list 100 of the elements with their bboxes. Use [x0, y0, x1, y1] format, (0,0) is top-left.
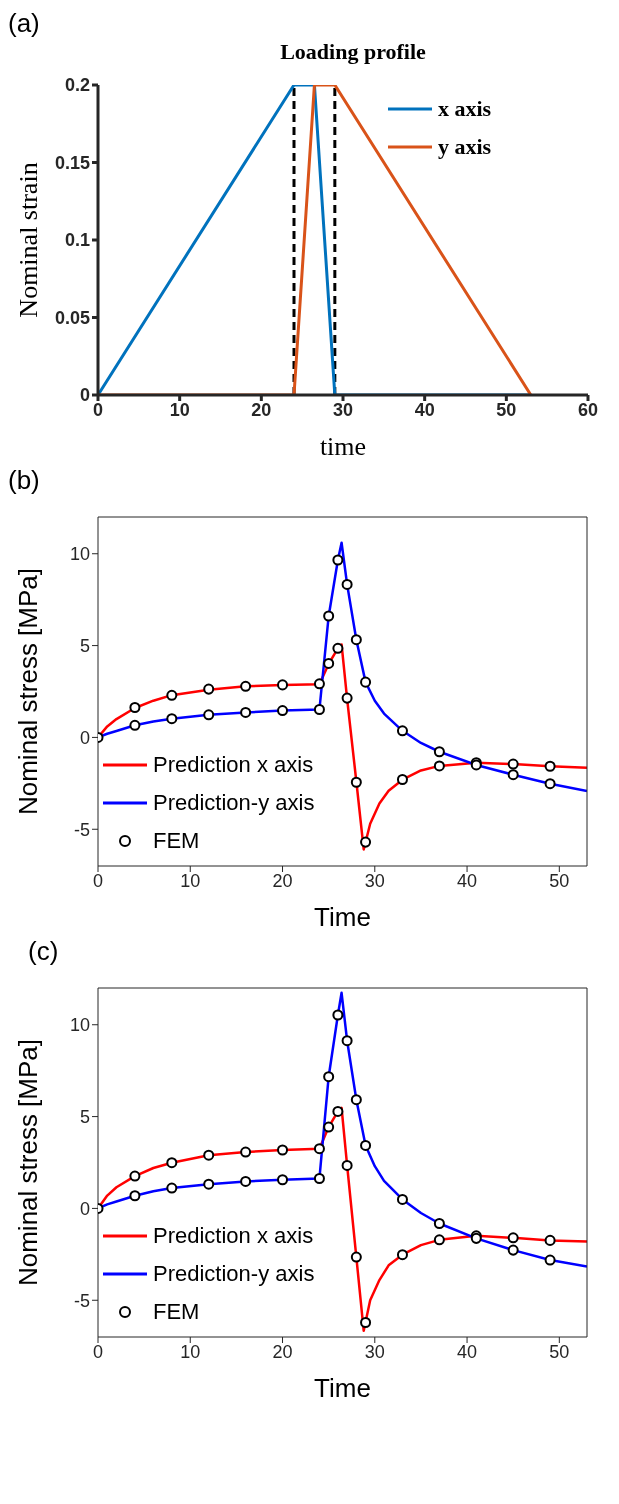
point: [544, 778, 556, 790]
point: [313, 704, 325, 716]
point: [166, 1182, 178, 1194]
y-tick-label: 0.2: [64, 75, 90, 96]
point: [433, 746, 445, 758]
point: [544, 1234, 556, 1246]
x-tick-label: 40: [457, 1341, 478, 1362]
point: [341, 1035, 353, 1047]
point: [323, 657, 335, 669]
point: [129, 1170, 141, 1182]
point: [396, 1249, 408, 1261]
legend-label: FEM: [153, 827, 200, 855]
point: [166, 1157, 178, 1169]
point: [332, 1009, 344, 1021]
x-tick-label: 0: [92, 1341, 104, 1362]
point: [240, 680, 252, 692]
point: [360, 1316, 372, 1328]
point: [129, 719, 141, 731]
point: [350, 1094, 362, 1106]
point: [507, 769, 519, 781]
point: [350, 1251, 362, 1263]
point: [360, 1139, 372, 1151]
point: [313, 1172, 325, 1184]
y-axis-title: Nominal strain: [14, 162, 44, 318]
y-tick-label: 10: [69, 544, 90, 565]
y-tick-label: 0: [79, 385, 90, 406]
point: [323, 610, 335, 622]
x-tick-label: 30: [364, 870, 385, 891]
point: [203, 1149, 215, 1161]
point: [323, 1071, 335, 1083]
x-tick-label: 0: [92, 870, 104, 891]
x-tick-label: 50: [549, 1341, 570, 1362]
x-tick-label: 30: [364, 1341, 385, 1362]
y-tick-label: 10: [69, 1015, 90, 1036]
legend-label: y axis: [438, 133, 492, 161]
point: [433, 1217, 445, 1229]
legend-label: FEM: [153, 1298, 200, 1326]
x-tick-label: 10: [180, 870, 201, 891]
point: [332, 554, 344, 566]
point: [396, 1193, 408, 1205]
point: [350, 634, 362, 646]
x-tick-label: 50: [549, 870, 570, 891]
y-tick-label: 0.15: [54, 152, 90, 173]
x-axis-title: Time: [314, 902, 371, 932]
point: [323, 1121, 335, 1133]
point: [203, 683, 215, 695]
text: (b): [8, 465, 41, 496]
x-tick-label: 0: [92, 399, 104, 420]
point: [166, 713, 178, 725]
legend-label: Prediction x axis: [153, 751, 314, 779]
y-tick-label: 0: [79, 727, 90, 748]
point: [277, 705, 289, 717]
point: [277, 1144, 289, 1156]
point: [433, 1234, 445, 1246]
x-tick-label: 60: [577, 399, 599, 420]
point: [313, 678, 325, 690]
y-tick-label: -5: [73, 1290, 90, 1311]
point: [313, 1143, 325, 1155]
legend-label: x axis: [438, 95, 492, 123]
point: [396, 725, 408, 737]
point: [240, 1146, 252, 1158]
line-series: [98, 1106, 587, 1333]
x-tick-label: 20: [272, 870, 293, 891]
point: [507, 1232, 519, 1244]
y-tick-label: 5: [79, 1106, 90, 1127]
point: [341, 1159, 353, 1171]
x-tick-label: 20: [251, 399, 272, 420]
point: [341, 692, 353, 704]
legend-label: Prediction-y axis: [153, 789, 315, 817]
point: [129, 1190, 141, 1202]
point: [166, 689, 178, 701]
x-tick-label: 40: [414, 399, 435, 420]
x-tick-label: 50: [496, 399, 517, 420]
point: [277, 679, 289, 691]
y-tick-label: 0.1: [64, 230, 90, 251]
y-tick-label: 0: [79, 1198, 90, 1219]
x-tick-label: 10: [169, 399, 190, 420]
legend-label: Prediction x axis: [153, 1222, 314, 1250]
x-axis-title: time: [319, 432, 367, 461]
point: [360, 676, 372, 688]
point: [360, 836, 372, 848]
chart-title: Loading profile: [279, 39, 427, 65]
point: [129, 701, 141, 713]
point: [544, 1254, 556, 1266]
point: [240, 706, 252, 718]
text: (a): [8, 8, 41, 39]
y-tick-label: 0.05: [54, 307, 90, 328]
y-axis-title: Nominal stress [MPa]: [13, 567, 44, 816]
x-tick-label: 40: [457, 870, 478, 891]
y-tick-label: -5: [73, 819, 90, 840]
line-series: [98, 643, 587, 851]
point: [341, 578, 353, 590]
point: [277, 1174, 289, 1186]
point: [544, 760, 556, 772]
y-axis-title: Nominal stress [MPa]: [13, 1038, 44, 1287]
legend-label: Prediction-y axis: [153, 1260, 315, 1288]
point: [507, 1244, 519, 1256]
point: [203, 709, 215, 721]
point: [240, 1175, 252, 1187]
text: (c): [28, 936, 60, 967]
